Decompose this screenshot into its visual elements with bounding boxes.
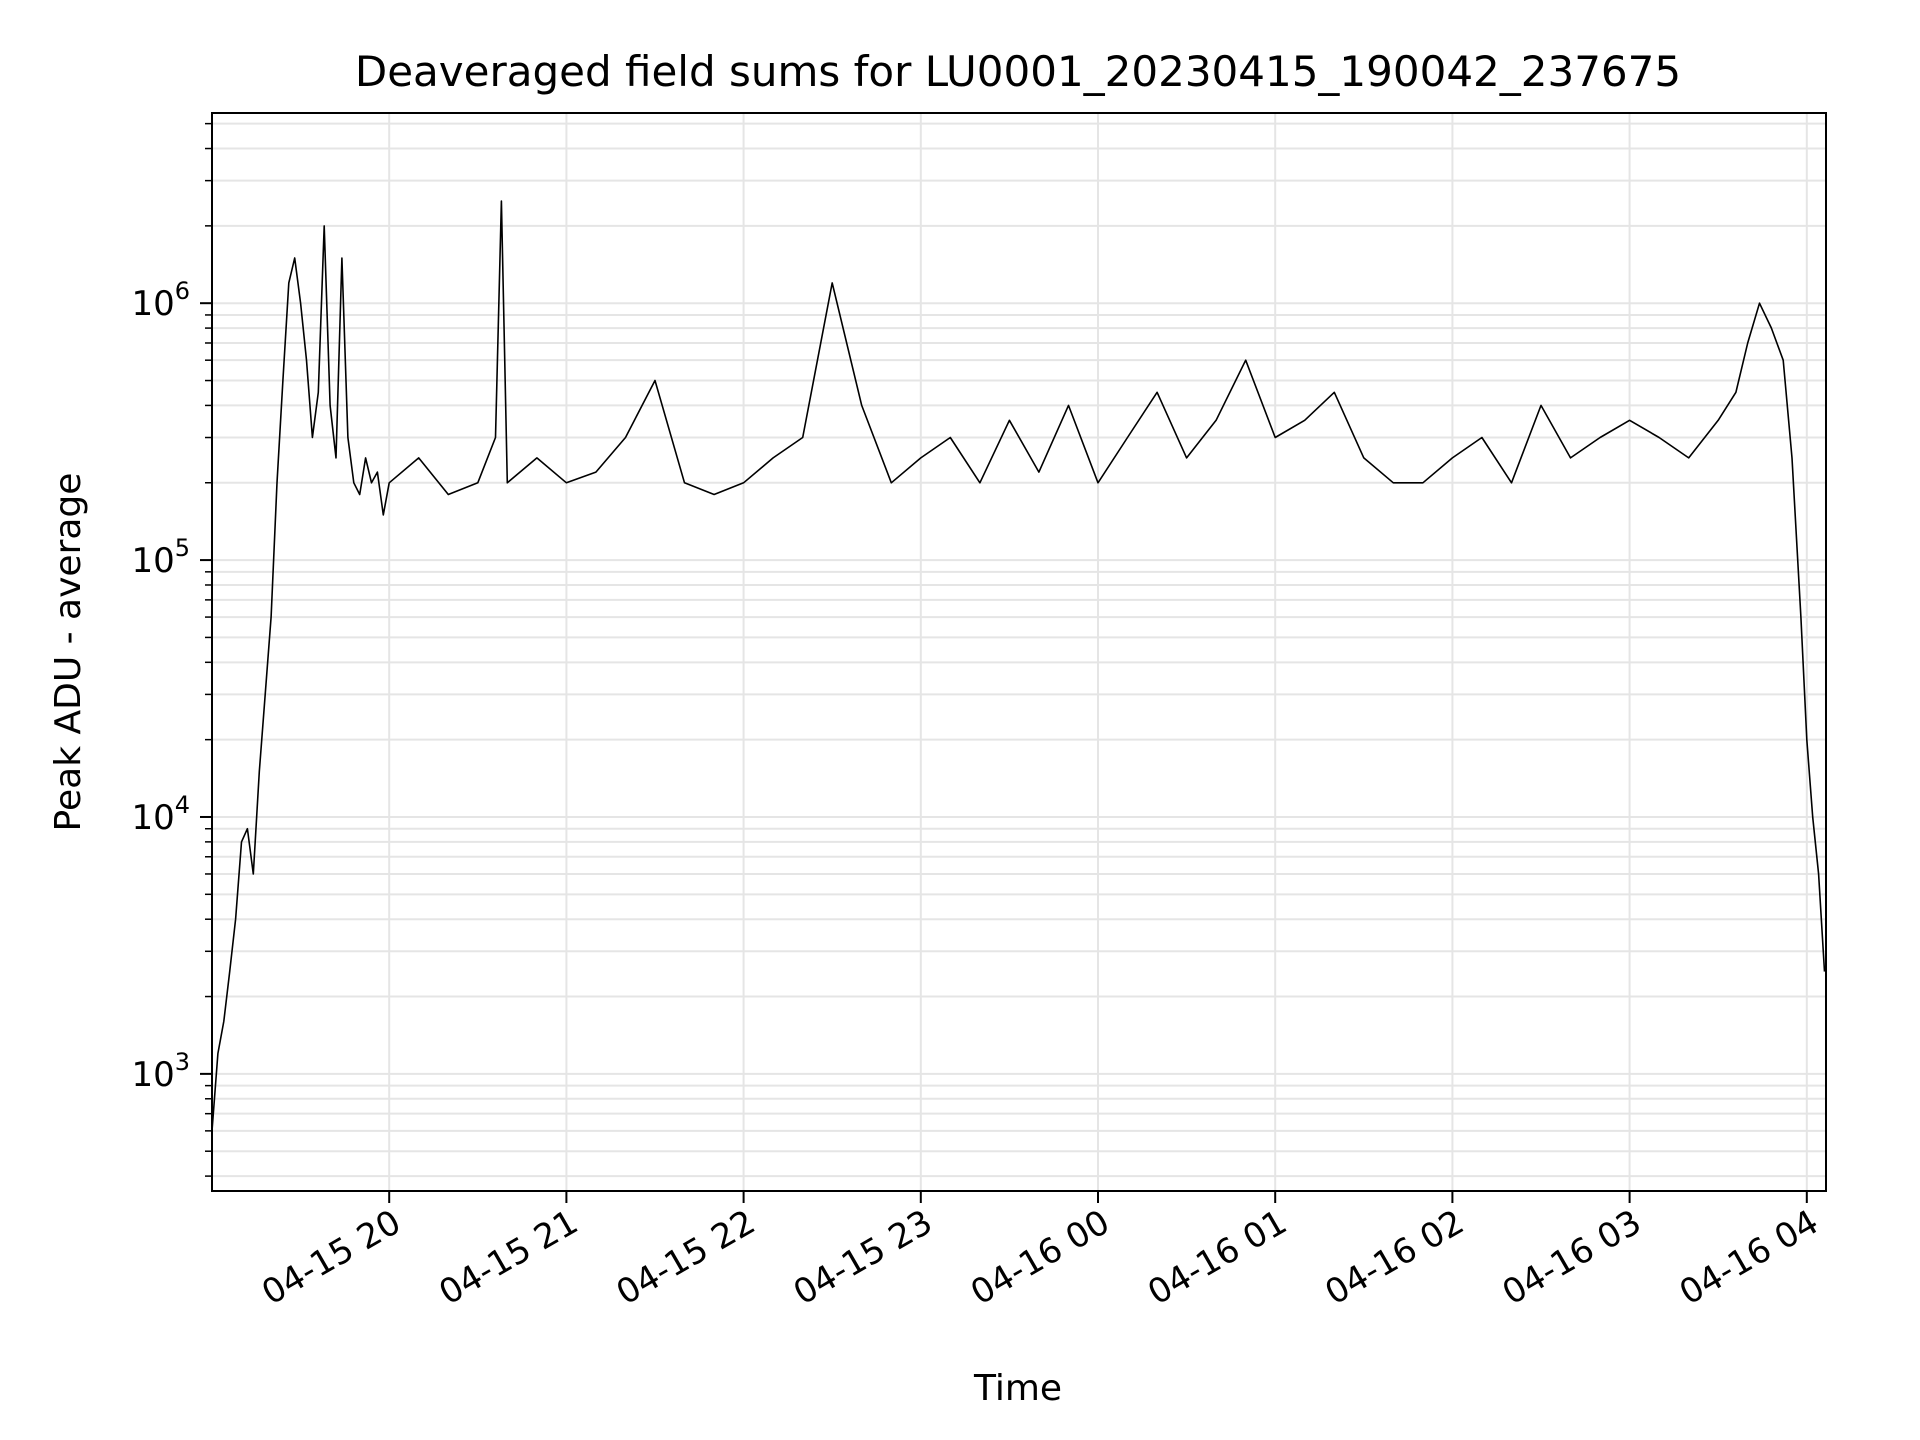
plot-frame xyxy=(211,112,1827,1192)
y-axis: 103 104 105 106 xyxy=(131,122,212,1177)
chart-title: Deaveraged field sums for LU0001_2023041… xyxy=(355,47,1681,96)
y-tick-label: 105 xyxy=(131,534,190,581)
x-axis-label: Time xyxy=(973,1368,1062,1409)
series-layer xyxy=(211,200,1826,1131)
y-tick-label: 106 xyxy=(131,277,190,324)
y-tick-label: 103 xyxy=(131,1048,190,1095)
grid-layer xyxy=(212,113,1826,1191)
series-line xyxy=(211,200,1826,1131)
y-tick-label: 104 xyxy=(131,791,190,838)
y-axis-label: Peak ADU - average xyxy=(48,473,89,832)
